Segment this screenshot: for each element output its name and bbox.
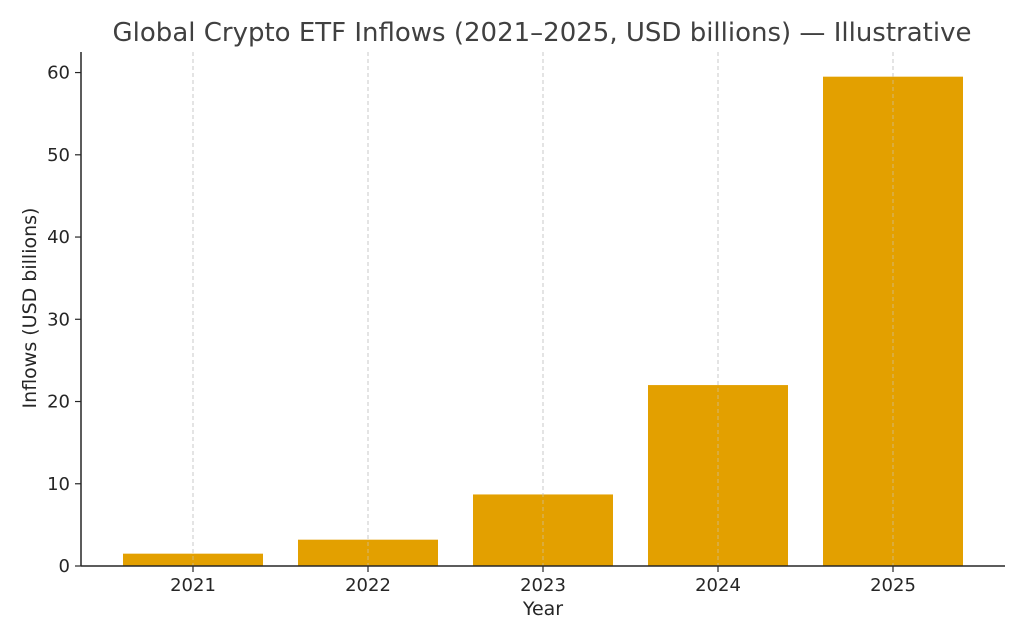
y-tick-label: 40 xyxy=(47,227,70,248)
y-tick-label: 20 xyxy=(47,392,70,413)
grid-overlay xyxy=(192,52,894,566)
chart-title: Global Crypto ETF Inflows (2021–2025, US… xyxy=(113,18,972,48)
x-tick-label: 2024 xyxy=(695,575,741,596)
y-tick-label: 10 xyxy=(47,474,70,495)
y-ticks: 0 10 20 30 40 50 60 xyxy=(47,63,81,577)
y-tick-label: 60 xyxy=(47,63,70,84)
x-tick-label: 2022 xyxy=(345,575,391,596)
x-tick-label: 2023 xyxy=(520,575,566,596)
y-tick-label: 50 xyxy=(47,145,70,166)
y-tick-label: 0 xyxy=(59,556,70,577)
x-axis-label: Year xyxy=(522,598,563,620)
bars xyxy=(123,52,963,566)
x-ticks: 2021 2022 2023 2024 2025 xyxy=(170,566,916,596)
y-tick-label: 30 xyxy=(47,309,70,330)
x-tick-label: 2025 xyxy=(870,575,916,596)
x-tick-label: 2021 xyxy=(170,575,216,596)
y-axis-label: Inflows (USD billions) xyxy=(19,208,41,409)
